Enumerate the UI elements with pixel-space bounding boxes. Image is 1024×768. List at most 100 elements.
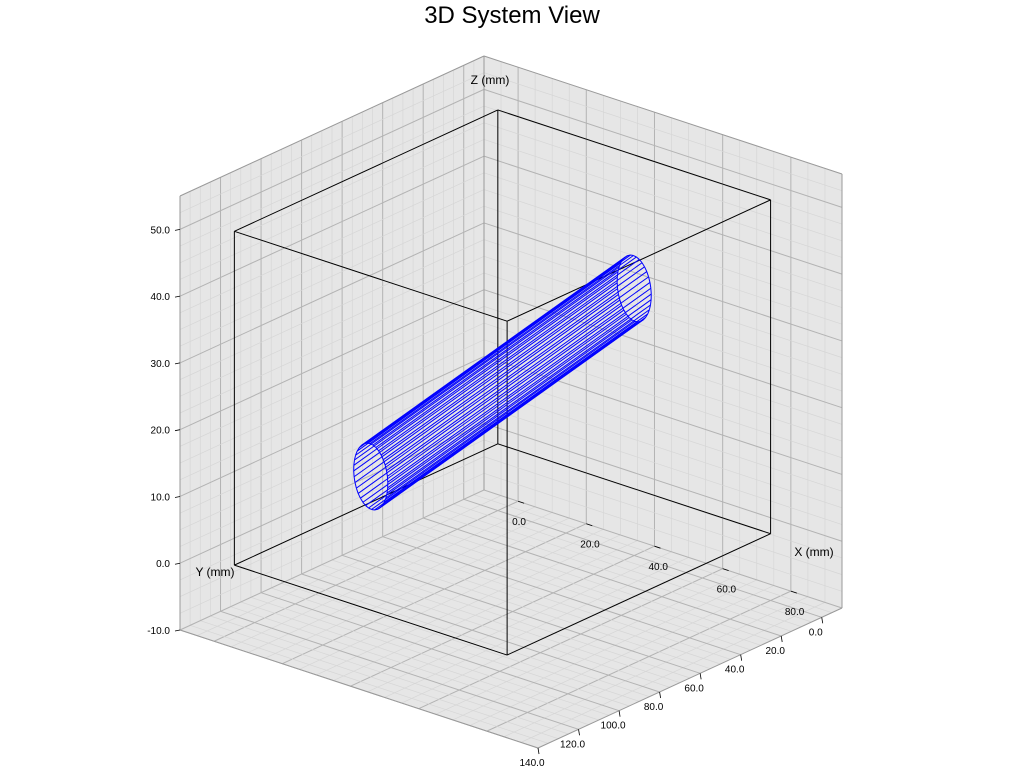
x-tick-mark [654, 545, 661, 549]
cylinder-end-ring [643, 316, 647, 321]
cylinder-end-ring [361, 443, 365, 446]
cylinder-end-ring [641, 262, 645, 268]
grid-line [402, 526, 762, 646]
grid-line [179, 339, 485, 481]
grid-line [483, 139, 843, 258]
z-tick-label: 20.0 [151, 426, 171, 437]
cylinder-generator [386, 282, 651, 471]
box-edge [234, 564, 508, 656]
grid-line [483, 372, 843, 492]
z-tick-mark [174, 496, 181, 498]
cylinder-generator [369, 255, 634, 445]
cylinder-end-ring [380, 454, 384, 460]
x-tick-label: 80.0 [785, 607, 805, 618]
box-edge [497, 443, 771, 535]
cylinder-end-ring [353, 455, 357, 461]
grid-line [179, 88, 485, 230]
y-tick-mark [780, 635, 783, 643]
grid-line [483, 406, 843, 525]
box-edge [234, 109, 499, 232]
grid-line [412, 522, 772, 642]
grid-line [179, 289, 485, 431]
grid-line [483, 255, 843, 375]
cylinder-generator [374, 321, 639, 511]
grid-line [483, 306, 843, 425]
cylinder-end-ring [385, 492, 388, 498]
x-tick-label: 20.0 [580, 540, 600, 551]
cylinder-generator [380, 266, 645, 456]
cylinder-generator [368, 319, 633, 509]
z-tick-label: 30.0 [151, 359, 171, 370]
cylinder-generator [354, 271, 619, 461]
cylinder-end-ring [354, 482, 357, 489]
cylinder-generator [384, 313, 649, 503]
grid-lines [179, 55, 843, 749]
grid-line [433, 512, 792, 632]
cylinder-end-ring [646, 271, 650, 278]
grid-line [179, 139, 485, 280]
y-tick-mark [659, 691, 661, 699]
cylinder-generator [378, 262, 643, 452]
grid-line [483, 456, 843, 575]
pane-edge [537, 607, 843, 749]
cylinder-end-ring [638, 259, 643, 264]
grid-line [179, 122, 485, 264]
z-tick-label: 0.0 [156, 559, 170, 570]
grid-line [291, 578, 650, 698]
grid-line [179, 472, 485, 614]
y-tick-mark [740, 654, 743, 661]
pane-edge [179, 629, 539, 749]
cylinder-end-ring [378, 450, 382, 456]
z-tick-label: -10.0 [147, 626, 170, 637]
y-tick-mark [821, 617, 824, 624]
grid-line [230, 606, 589, 726]
grid-line [483, 239, 843, 358]
grid-line [220, 610, 579, 730]
cylinder-generator [372, 256, 637, 446]
box-edge [234, 230, 508, 322]
cylinder-end-ring [369, 443, 374, 446]
z-tick-mark [174, 629, 181, 632]
cylinder-generator [355, 266, 620, 456]
z-axis-label: Z (mm) [471, 73, 510, 87]
y-tick-label: 80.0 [644, 702, 664, 713]
cylinder-end-ring [619, 299, 623, 306]
y-tick-mark [578, 729, 580, 736]
grid-line [483, 172, 843, 292]
grid-line [483, 322, 843, 442]
z-tick-mark [174, 429, 181, 432]
grid-line [301, 573, 660, 693]
cylinder-end-ring [637, 320, 641, 323]
grid-line [281, 582, 640, 702]
bounding-box [233, 109, 772, 656]
cylinder-generator [387, 299, 652, 489]
cylinder-end-ring [365, 505, 369, 509]
cylinder-end-ring [364, 442, 368, 445]
y-axis-label: Y (mm) [195, 565, 234, 579]
cylinder-end-ring [636, 256, 640, 260]
cylinder-generator [386, 304, 651, 494]
y-tick-label: 40.0 [725, 665, 745, 676]
z-tick-label: 50.0 [151, 225, 171, 236]
grid-line [179, 389, 485, 531]
grid-line [321, 564, 680, 684]
cylinder-end-ring [362, 501, 367, 506]
cylinder-generator [365, 317, 630, 506]
cylinder-end-ring [353, 476, 356, 483]
x-tick-mark [790, 590, 797, 594]
x-tick-label: 40.0 [648, 562, 668, 573]
box-edge [506, 533, 771, 656]
cylinder-generator [353, 276, 618, 466]
axis-labels: Z (mm) Y (mm) X (mm) [195, 73, 833, 579]
cylinder-generator [387, 293, 652, 483]
cylinder-end-ring [355, 487, 359, 494]
y-tick-label: 0.0 [809, 627, 823, 638]
grid-line [483, 88, 843, 208]
cylinder-end-ring [649, 282, 652, 289]
cylinder-end-ring [353, 459, 355, 466]
grid-line [483, 105, 843, 225]
grid-line [210, 615, 569, 735]
grid-line [200, 620, 559, 740]
y-tick-label: 140.0 [519, 758, 544, 768]
